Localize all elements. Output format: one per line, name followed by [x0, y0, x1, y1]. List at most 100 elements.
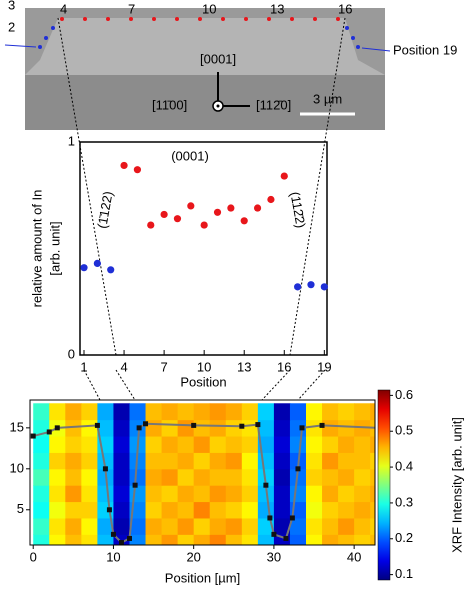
facet-label: (0001) [171, 148, 209, 163]
heatmap-cell [97, 452, 114, 470]
heatmap-cell [49, 436, 66, 453]
heatmap-cell [97, 485, 114, 503]
heatmap-cell [161, 517, 179, 535]
heatmap-cell [129, 403, 147, 421]
heatmap-cell [161, 534, 179, 545]
x-tick-label: 20 [186, 549, 200, 564]
x-tick-label: 1 [80, 359, 87, 374]
heatmap-cell [225, 485, 243, 503]
heatmap-cell [177, 403, 195, 421]
x-tick-label: 0 [30, 549, 37, 564]
heatmap-cell [273, 436, 291, 453]
profile-point [30, 433, 36, 439]
heatmap-cell [81, 403, 98, 421]
heatmap-cell [241, 485, 259, 503]
heatmap-cell [33, 436, 50, 453]
heatmap-cell [177, 534, 195, 545]
data-point [253, 204, 262, 212]
position-dot [336, 17, 340, 21]
x-tick-label: 7 [160, 359, 167, 374]
heatmap-cell [289, 517, 307, 535]
facet-label: (112̄2) [287, 190, 308, 229]
micrograph-label: 16 [338, 1, 352, 16]
heatmap-cell [306, 452, 323, 470]
profile-point [132, 482, 138, 488]
heatmap-cell [193, 517, 211, 535]
heatmap-cell [209, 501, 227, 519]
heatmap-cell [209, 485, 227, 503]
heatmap-cell [193, 485, 211, 503]
profile-point [295, 466, 301, 472]
heatmap-cell [306, 419, 323, 437]
data-point [294, 283, 302, 291]
heatmap-cell [193, 436, 211, 453]
data-point [307, 281, 315, 289]
micrograph-label: 3 [8, 0, 15, 12]
heatmap-cell [113, 419, 130, 437]
x-tick-label: 4 [120, 359, 127, 374]
heatmap-cell [273, 534, 291, 545]
heatmap-cell [354, 501, 371, 519]
heatmap-cell [225, 403, 243, 421]
heatmap-cell [65, 485, 82, 503]
heatmap-cell [65, 436, 82, 453]
position-dot [351, 36, 355, 40]
profile-point [126, 535, 132, 541]
pointer [361, 47, 391, 52]
heatmap-cell [306, 468, 323, 486]
profile-point [46, 429, 52, 435]
heatmap-cell [65, 419, 82, 437]
profile-point [255, 422, 261, 428]
heatmap-cell [241, 534, 259, 545]
heatmap-cell [306, 436, 323, 453]
y-tick-label: 15 [10, 419, 24, 434]
heatmap-cell [145, 452, 163, 470]
connectors [57, 17, 346, 401]
heatmap-cell [322, 534, 339, 545]
heatmap-cell [49, 517, 66, 535]
heatmap-cell [97, 517, 114, 535]
data-point [147, 221, 155, 229]
y-axis-label: [arb. unit] [47, 221, 62, 275]
y-tick-label: 10 [10, 460, 24, 475]
heatmap-cell [129, 534, 147, 545]
heatmap-cell [241, 501, 259, 519]
heatmap-cell [97, 419, 114, 437]
position-dot [60, 17, 64, 21]
profile-point [102, 466, 108, 472]
heatmap-cell [97, 403, 114, 421]
heatmap-cell [161, 468, 179, 486]
heatmap-cell [193, 468, 211, 486]
heatmap-cell [113, 501, 130, 519]
heatmap-cell [370, 452, 375, 470]
heatmap-cell [161, 436, 179, 453]
heatmap-cell [306, 534, 323, 545]
heatmap-cell [177, 485, 195, 503]
colorbar-tick-label: 0.1 [395, 566, 413, 581]
profile-point [263, 482, 269, 488]
heatmap-cell [113, 436, 130, 453]
heatmap-cell [193, 534, 211, 545]
heatmap-cell [33, 403, 50, 421]
heatmap-cell [257, 534, 275, 545]
position-dot [345, 26, 349, 30]
position-dot [38, 45, 42, 49]
x-tick-label: 13 [237, 359, 251, 374]
heatmap-cell [161, 485, 179, 503]
heatmap-cell [113, 403, 130, 421]
heatmap-cell [209, 403, 227, 421]
substrate [25, 75, 385, 130]
heatmap-cell [322, 419, 339, 437]
position-dot [356, 45, 360, 49]
data-point [93, 259, 101, 268]
position-dot [129, 17, 133, 21]
plot-frame [29, 399, 376, 546]
data-point [160, 210, 168, 219]
colorbar-label: XRF Intensity [arb. unit] [449, 417, 464, 553]
micrograph-label: 7 [128, 1, 135, 16]
heatmap-cell [338, 485, 355, 503]
data-point [213, 208, 222, 216]
heatmap-cells [30, 403, 375, 545]
position-dot [44, 36, 48, 40]
